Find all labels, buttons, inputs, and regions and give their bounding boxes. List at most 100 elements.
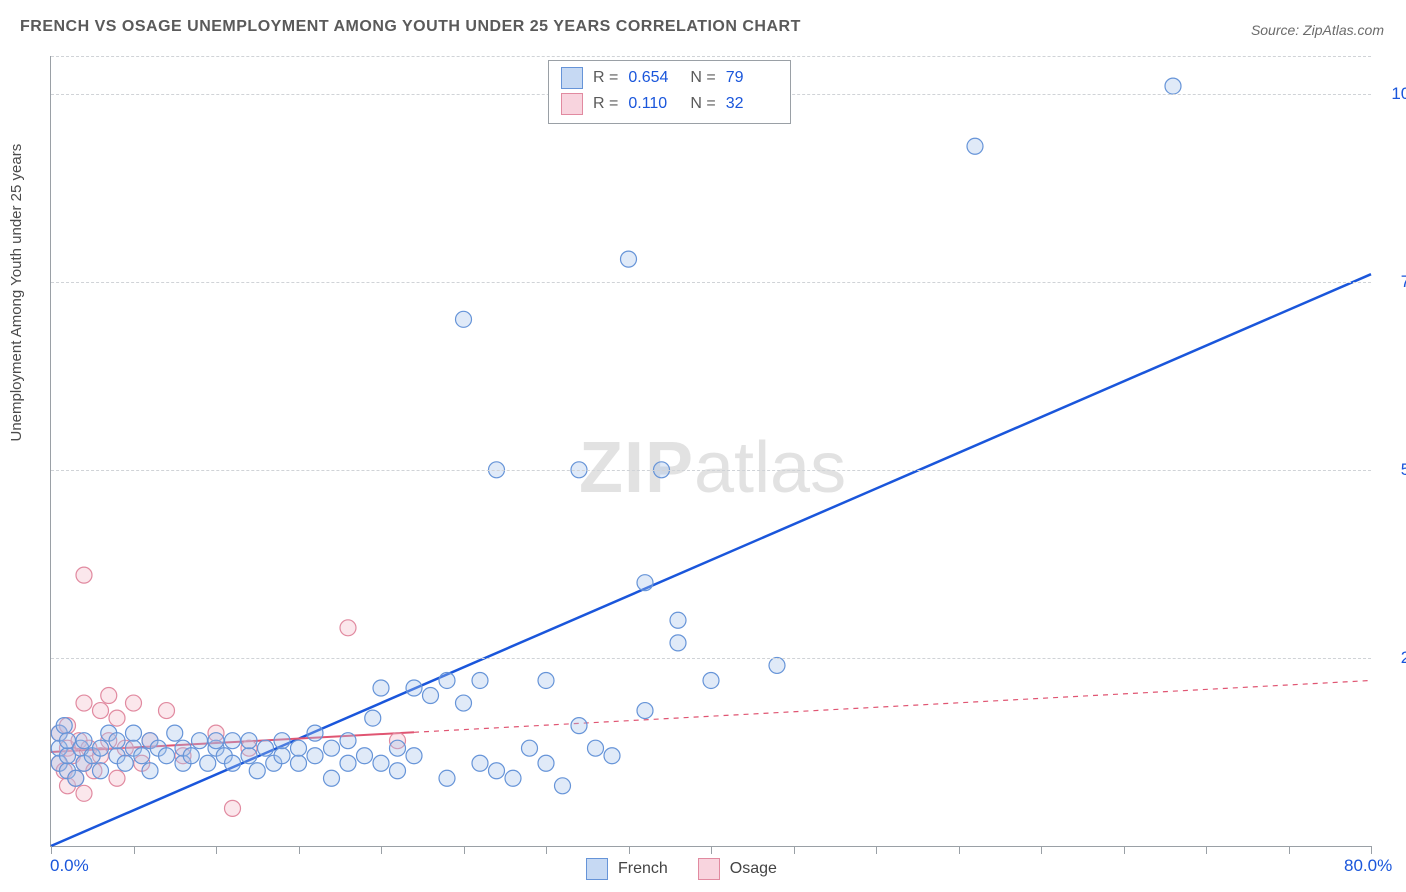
data-point-osage (225, 800, 241, 816)
x-tick (1041, 846, 1042, 854)
data-point-french (637, 575, 653, 591)
data-point-osage (101, 688, 117, 704)
data-point-french (159, 748, 175, 764)
x-tick (464, 846, 465, 854)
x-tick (1124, 846, 1125, 854)
data-point-french (373, 755, 389, 771)
data-point-french (93, 763, 109, 779)
x-tick (546, 846, 547, 854)
data-point-french (340, 755, 356, 771)
legend-n-value: 32 (726, 95, 778, 113)
legend-item-french: French (586, 858, 668, 880)
plot-svg (51, 56, 1371, 846)
gridline (51, 658, 1371, 659)
source-prefix: Source: (1251, 22, 1303, 38)
data-point-french (406, 748, 422, 764)
data-point-french (604, 748, 620, 764)
data-point-french (56, 718, 72, 734)
legend-n-value: 79 (726, 69, 778, 87)
data-point-french (192, 733, 208, 749)
legend-series-name: French (618, 860, 668, 878)
x-tick (299, 846, 300, 854)
data-point-french (423, 688, 439, 704)
data-point-french (456, 695, 472, 711)
data-point-french (68, 770, 84, 786)
legend-swatch-osage (698, 858, 720, 880)
data-point-french (538, 755, 554, 771)
legend-series-name: Osage (730, 860, 777, 878)
legend-n-label: N = (690, 69, 715, 87)
data-point-french (769, 657, 785, 673)
data-point-osage (159, 703, 175, 719)
data-point-osage (93, 703, 109, 719)
data-point-french (291, 755, 307, 771)
data-point-french (291, 740, 307, 756)
source-attribution: Source: ZipAtlas.com (1251, 22, 1384, 38)
legend-r-value: 0.654 (628, 69, 680, 87)
data-point-french (555, 778, 571, 794)
data-point-osage (76, 695, 92, 711)
data-point-french (670, 612, 686, 628)
data-point-french (967, 138, 983, 154)
x-tick (134, 846, 135, 854)
data-point-french (621, 251, 637, 267)
data-point-french (117, 755, 133, 771)
data-point-french (183, 748, 199, 764)
data-point-french (703, 672, 719, 688)
data-point-french (225, 755, 241, 771)
data-point-french (126, 725, 142, 741)
data-point-french (340, 733, 356, 749)
data-point-french (307, 725, 323, 741)
source-name: ZipAtlas.com (1303, 22, 1384, 38)
y-tick-label: 100.0% (1391, 84, 1406, 104)
gridline (51, 282, 1371, 283)
data-point-french (571, 718, 587, 734)
data-point-french (489, 763, 505, 779)
data-point-french (307, 748, 323, 764)
legend-swatch-french (561, 67, 583, 89)
x-tick (381, 846, 382, 854)
data-point-french (373, 680, 389, 696)
x-tick (1206, 846, 1207, 854)
data-point-osage (126, 695, 142, 711)
legend-r-label: R = (593, 95, 618, 113)
data-point-french (249, 763, 265, 779)
data-point-french (390, 740, 406, 756)
legend-row-french: R =0.654N =79 (561, 65, 778, 91)
correlation-legend: R = 0.654 N = 79 R = 0.110 N = 32 (548, 60, 791, 124)
data-point-french (274, 748, 290, 764)
x-tick (711, 846, 712, 854)
x-axis-max-label: 80.0% (1344, 856, 1392, 876)
data-point-french (439, 770, 455, 786)
legend-row-osage: R = 0.110 N = 32 (561, 91, 778, 117)
legend-n-label: N = (690, 95, 715, 113)
x-tick (1289, 846, 1290, 854)
data-point-french (390, 763, 406, 779)
data-point-french (406, 680, 422, 696)
data-point-french (109, 733, 125, 749)
data-point-french (76, 733, 92, 749)
x-tick (629, 846, 630, 854)
data-point-french (324, 770, 340, 786)
x-tick (794, 846, 795, 854)
data-point-french (241, 748, 257, 764)
y-tick-label: 75.0% (1401, 272, 1406, 292)
data-point-osage (76, 785, 92, 801)
data-point-french (167, 725, 183, 741)
legend-r-value: 0.110 (628, 95, 680, 113)
data-point-french (538, 672, 554, 688)
data-point-french (637, 703, 653, 719)
data-point-french (439, 672, 455, 688)
y-tick-label: 50.0% (1401, 460, 1406, 480)
data-point-osage (340, 620, 356, 636)
data-point-french (258, 740, 274, 756)
legend-swatch-osage (561, 93, 583, 115)
data-point-french (505, 770, 521, 786)
legend-item-osage: Osage (698, 858, 777, 880)
data-point-osage (109, 770, 125, 786)
data-point-french (522, 740, 538, 756)
gridline (51, 56, 1371, 57)
y-tick-label: 25.0% (1401, 648, 1406, 668)
x-tick (51, 846, 52, 854)
data-point-french (456, 311, 472, 327)
